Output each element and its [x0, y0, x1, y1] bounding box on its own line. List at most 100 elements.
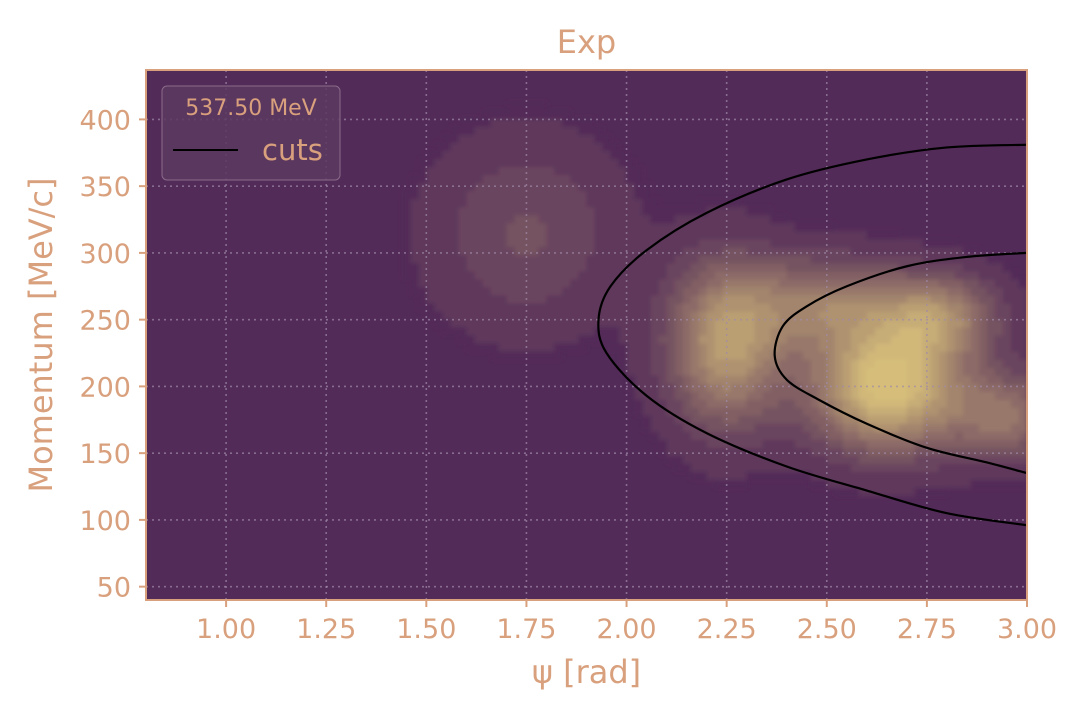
density-cell: [946, 326, 956, 336]
density-cell: [834, 375, 844, 384]
x-tick-label: 2.25: [697, 614, 757, 645]
density-cell: [458, 278, 467, 288]
density-cell: [914, 383, 924, 392]
density-cell: [890, 423, 900, 432]
density-cell: [434, 206, 443, 216]
density-cell: [458, 294, 467, 304]
density-cell: [682, 343, 692, 352]
grid: [146, 70, 1027, 600]
density-cell: [514, 270, 524, 280]
density-cell: [658, 326, 668, 336]
density-cell: [674, 222, 684, 232]
density-cell: [682, 254, 692, 264]
density-cell: [914, 447, 924, 457]
density-cell: [834, 415, 844, 424]
density-cell: [618, 270, 628, 280]
density-cell: [858, 294, 868, 304]
density-cell: [738, 391, 748, 400]
density-cell: [498, 222, 508, 232]
density-cell: [874, 463, 884, 473]
density-cell: [610, 270, 620, 280]
density-cell: [458, 142, 467, 151]
density-cell: [698, 222, 708, 232]
density-cell: [866, 326, 876, 336]
density-cell: [986, 270, 996, 280]
density-cell: [594, 294, 604, 304]
density-cell: [674, 383, 684, 392]
density-cell: [610, 142, 620, 151]
density-cell: [514, 150, 524, 159]
density-cell: [882, 326, 892, 336]
density-cell: [570, 262, 580, 272]
density-cell: [410, 246, 419, 256]
density-cell: [906, 415, 916, 424]
density-cell: [498, 214, 508, 224]
density-cell: [514, 254, 524, 264]
density-cell: [898, 335, 908, 344]
density-cell: [666, 254, 676, 264]
density-cell: [482, 150, 491, 159]
density-cell: [474, 335, 483, 344]
density-cell: [450, 294, 459, 304]
density-cell: [962, 479, 972, 489]
density-cell: [1002, 375, 1012, 384]
density-cell: [786, 399, 796, 408]
density-cell: [602, 335, 612, 344]
density-cell: [826, 230, 836, 240]
density-cell: [698, 439, 708, 449]
density-cell: [890, 351, 900, 360]
density-cell: [946, 351, 956, 360]
density-cell: [474, 174, 483, 184]
density-cell: [786, 262, 796, 272]
density-cell: [410, 262, 419, 272]
density-cell: [650, 262, 660, 272]
density-cell: [818, 343, 828, 352]
density-cell: [450, 214, 459, 224]
density-cell: [482, 126, 491, 135]
density-cell: [866, 471, 876, 481]
density-cell: [554, 142, 564, 151]
density-cell: [970, 318, 980, 328]
density-cell: [642, 230, 652, 240]
density-cell: [658, 447, 668, 457]
density-cell: [746, 278, 756, 288]
density-cell: [898, 479, 908, 489]
density-cell: [634, 399, 644, 408]
density-cell: [1010, 326, 1020, 336]
density-cell: [906, 407, 916, 416]
density-cell: [914, 302, 924, 312]
density-cell: [706, 335, 716, 344]
density-cell: [730, 407, 740, 416]
density-cell: [674, 302, 684, 312]
density-cell: [578, 158, 588, 167]
density-cell: [1010, 479, 1020, 489]
density-cell: [818, 447, 828, 457]
density-cell: [506, 254, 516, 264]
density-cell: [530, 102, 540, 111]
density-cell: [810, 351, 820, 360]
density-cell: [970, 375, 980, 384]
density-cell: [810, 359, 820, 368]
density-cell: [730, 367, 740, 376]
density-cell: [890, 407, 900, 416]
density-cell: [690, 230, 700, 240]
density-cell: [506, 278, 516, 288]
density-cell: [874, 238, 884, 248]
density-cell: [954, 351, 964, 360]
density-cell: [530, 222, 540, 232]
density-cell: [794, 222, 804, 232]
density-cell: [986, 318, 996, 328]
density-cell: [666, 447, 676, 457]
density-cell: [850, 487, 860, 497]
density-cell: [858, 367, 868, 376]
density-cell: [874, 326, 884, 336]
density-cell: [810, 222, 820, 232]
density-cell: [970, 367, 980, 376]
density-cell: [994, 391, 1004, 400]
density-cell: [850, 359, 860, 368]
density-cell: [634, 375, 644, 384]
density-cell: [946, 479, 956, 489]
density-cell: [866, 262, 876, 272]
density-cell: [818, 246, 828, 256]
